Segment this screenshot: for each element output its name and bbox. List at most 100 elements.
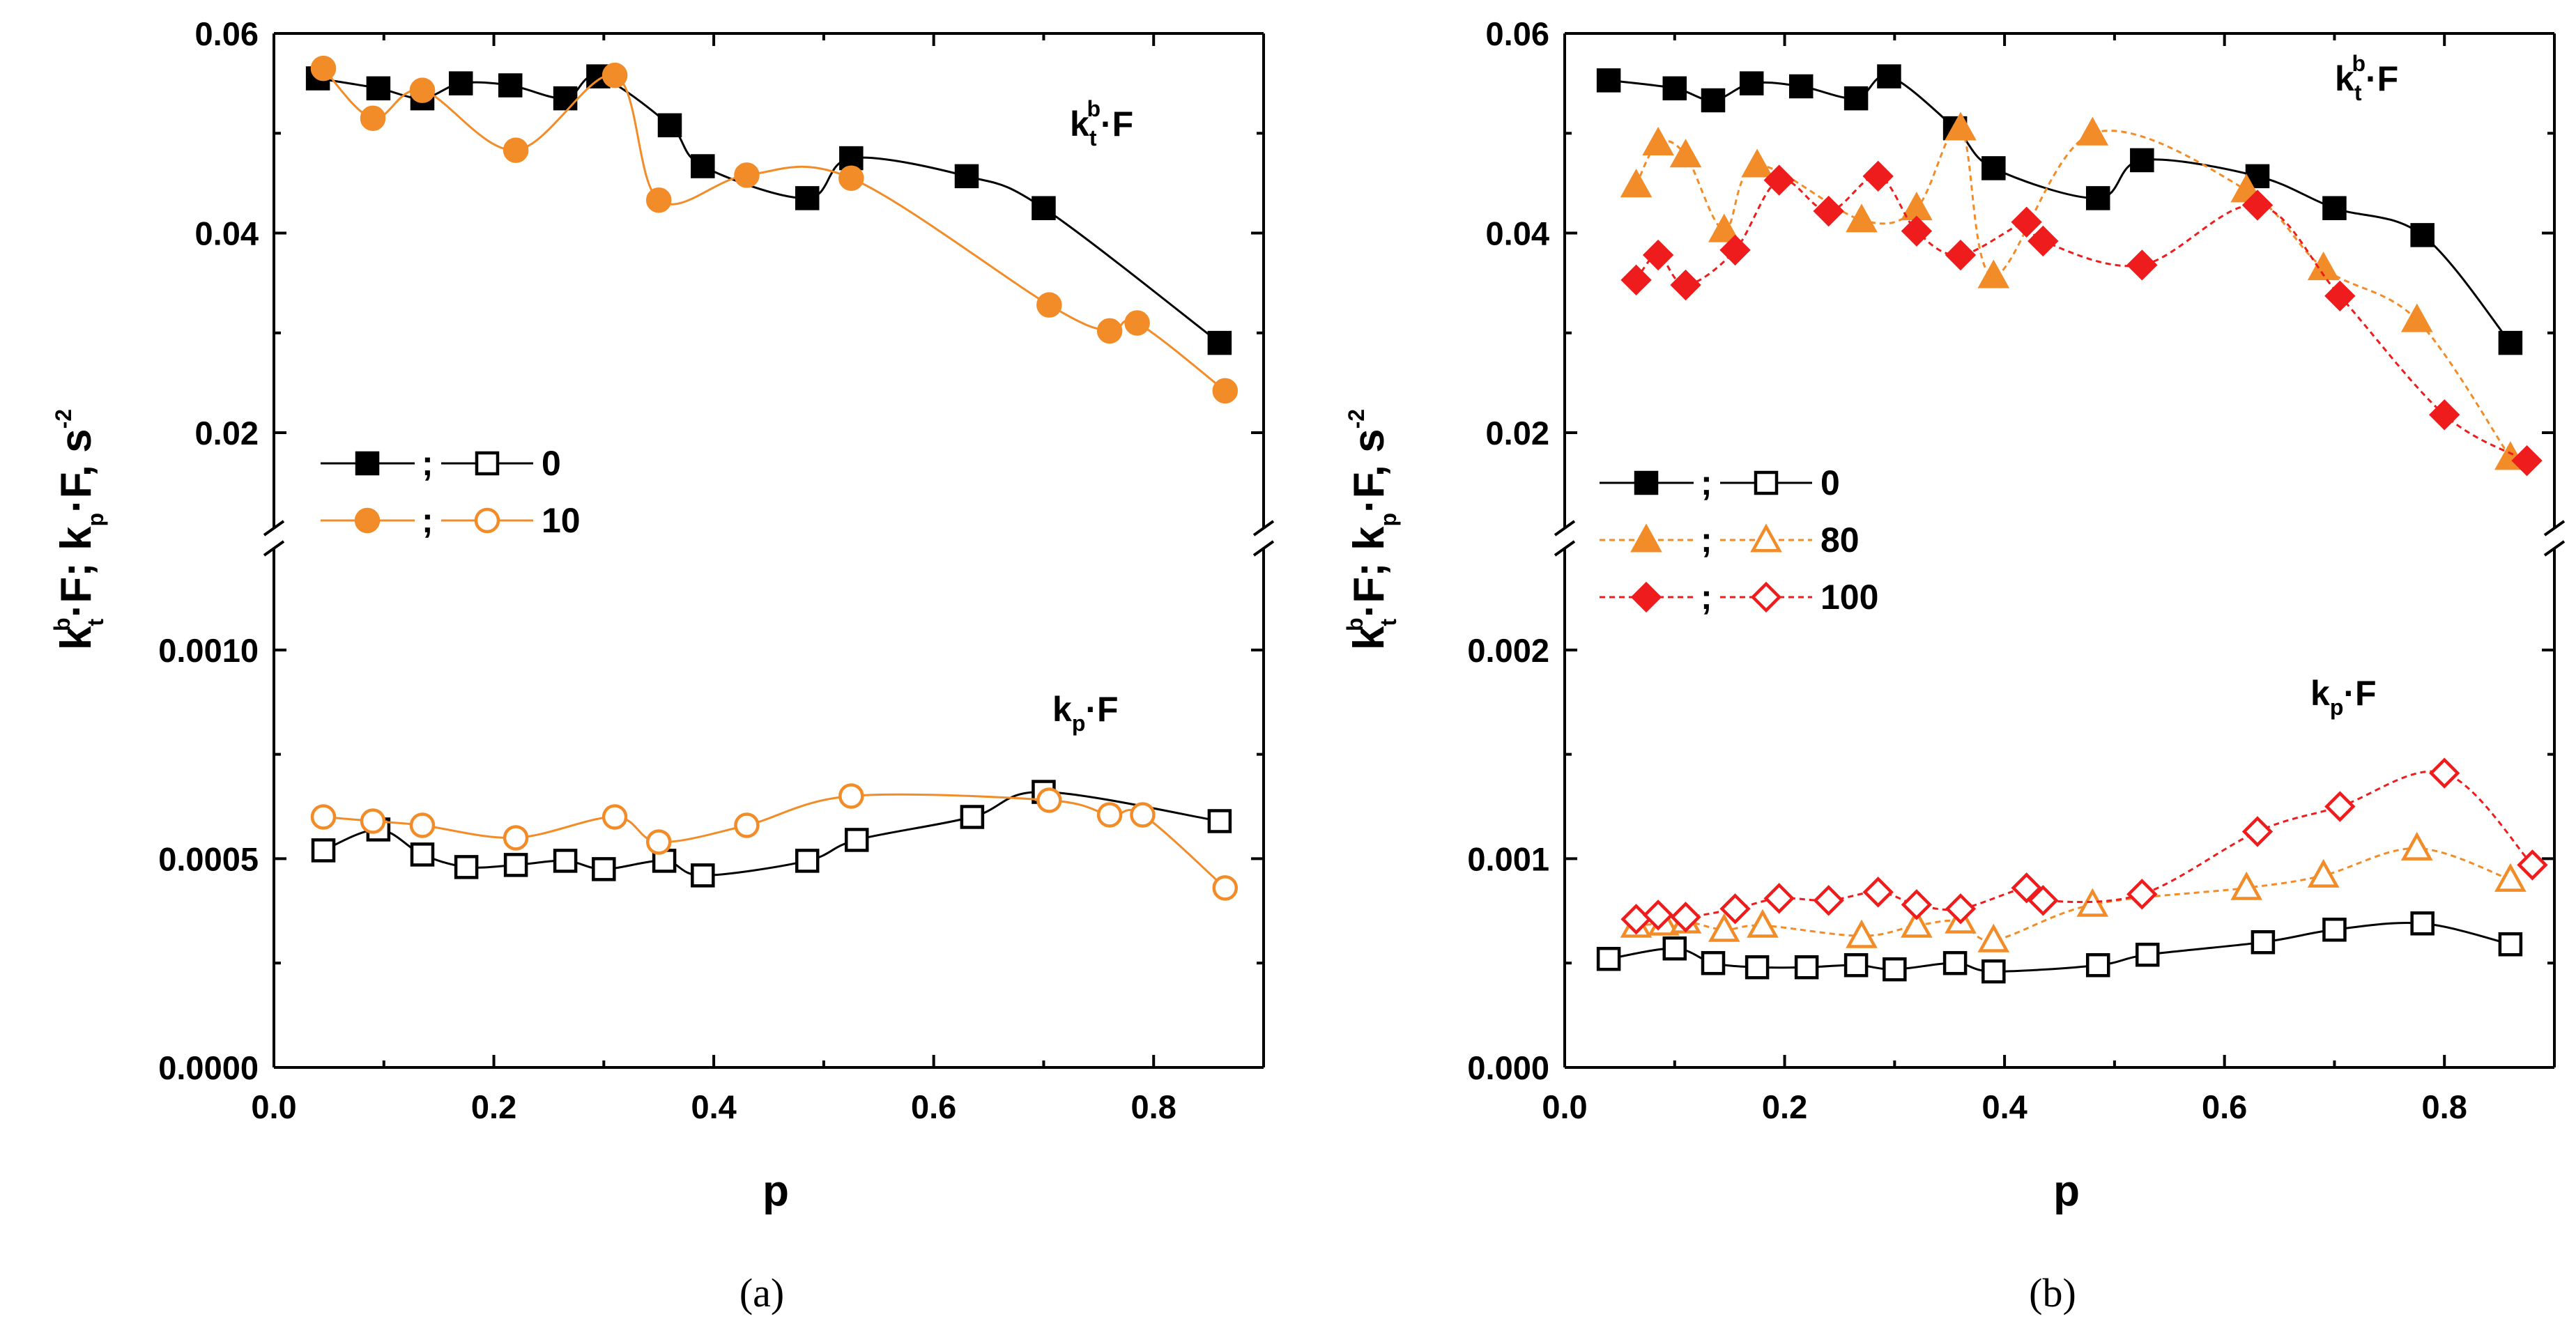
data-point [310, 55, 337, 82]
data-point [1945, 111, 1977, 141]
data-point [691, 154, 715, 178]
annotation-sub: p [2330, 695, 2344, 720]
data-point [553, 849, 578, 873]
data-point [601, 62, 628, 88]
data-point [1862, 877, 1894, 908]
x-tick-label: 0.2 [471, 1088, 516, 1125]
data-point [1981, 156, 2006, 180]
data-point [1981, 959, 2006, 984]
data-point [1747, 909, 1779, 938]
data-point [1846, 919, 1878, 948]
axis-break-mark [2543, 520, 2566, 537]
data-point [691, 863, 715, 888]
data-point [1620, 169, 1653, 198]
data-point [1942, 950, 1968, 975]
data-point [844, 828, 869, 852]
data-point [2324, 791, 2356, 822]
axis-break-mark [2543, 540, 2566, 557]
data-point [1124, 310, 1150, 336]
legend-marker [355, 451, 380, 476]
data-point [1207, 809, 1232, 833]
axis-break-mark [263, 520, 285, 537]
data-point [2251, 929, 2276, 955]
data-point [795, 849, 820, 873]
x-tick-label: 0.6 [2202, 1088, 2247, 1125]
data-point [795, 186, 820, 210]
legend-marker [1750, 581, 1782, 613]
data-point [2307, 858, 2340, 888]
data-point [2027, 225, 2059, 257]
series-100-upper [1620, 160, 2543, 477]
data-point [2076, 888, 2109, 917]
data-point [1813, 195, 1844, 227]
axes-frame [273, 32, 1265, 1069]
legend: ; 0; 10 [321, 444, 581, 540]
data-point [1862, 160, 1894, 192]
data-point [503, 853, 528, 877]
axes-frame [1563, 32, 2556, 1069]
data-point [960, 805, 985, 829]
data-point [1843, 86, 1869, 111]
y-tick-label: 0.001 [1467, 840, 1549, 877]
data-point [1032, 196, 1056, 220]
series-line [323, 790, 1220, 877]
data-point [1642, 900, 1674, 931]
annotation-part: k [1070, 105, 1089, 144]
data-point [1669, 139, 1702, 168]
data-point [2011, 206, 2042, 238]
data-point [448, 71, 473, 95]
y-tick-label: 0.002 [1467, 632, 1549, 669]
data-point [503, 137, 529, 163]
data-point [1708, 213, 1740, 242]
x-tick-label: 0.0 [1542, 1088, 1587, 1125]
data-point [1662, 936, 1687, 961]
data-point [2241, 190, 2274, 221]
data-point [2126, 249, 2158, 281]
data-point [1901, 889, 1933, 920]
data-point [2324, 280, 2356, 311]
y-axis-title-sup: -2 [1344, 409, 1369, 429]
data-point [1763, 883, 1795, 914]
annotation-sup: b [2352, 51, 2366, 76]
data-point [1846, 203, 1878, 233]
data-point [2076, 116, 2109, 146]
series-10-lower [310, 783, 1239, 901]
data-point [645, 187, 672, 213]
data-point [2241, 816, 2274, 847]
data-point [1901, 909, 1933, 938]
data-point [1701, 950, 1726, 975]
legend-label: 0 [542, 444, 561, 483]
y-axis-title-sub: p [83, 513, 108, 527]
y-tick-label: 0.0010 [158, 632, 259, 669]
x-tick-label: 0.0 [251, 1088, 296, 1125]
data-point [2511, 445, 2543, 477]
annotation-part: ·F [1101, 105, 1133, 144]
y-tick-label: 0.000 [1467, 1049, 1549, 1086]
y-axis-title-sup: -2 [51, 409, 76, 429]
x-ticks: 0.0 0.2 0.4 0.6 0.8 [251, 33, 1176, 1125]
y-axis-title-part: ·F, s [52, 429, 100, 513]
legend-marker [1634, 470, 1659, 495]
x-tick-label: 0.4 [691, 1088, 736, 1125]
data-point [2410, 911, 2435, 936]
data-point [838, 165, 864, 191]
data-point [2085, 952, 2110, 978]
data-point [1130, 802, 1156, 828]
annotation-part: ·F [2343, 674, 2376, 713]
data-point [498, 73, 523, 98]
y-axis-title-sup: b [1342, 617, 1367, 631]
data-point [1794, 955, 1819, 980]
series-80-lower [1620, 831, 2527, 952]
legend-label: 10 [542, 501, 581, 540]
legend-separator: ; [1701, 578, 1712, 617]
series-10-upper [310, 55, 1239, 404]
annotation-sub: p [1072, 711, 1086, 736]
data-point [409, 77, 436, 103]
y-axis-title-sub: t [83, 619, 108, 626]
data-point [592, 857, 616, 881]
y-axis-title: kt b·F; kp·F, s-2 [49, 409, 108, 650]
annotation-kp: kp·F [1052, 690, 1119, 736]
data-point [601, 804, 628, 830]
x-tick-label: 0.6 [911, 1088, 956, 1125]
